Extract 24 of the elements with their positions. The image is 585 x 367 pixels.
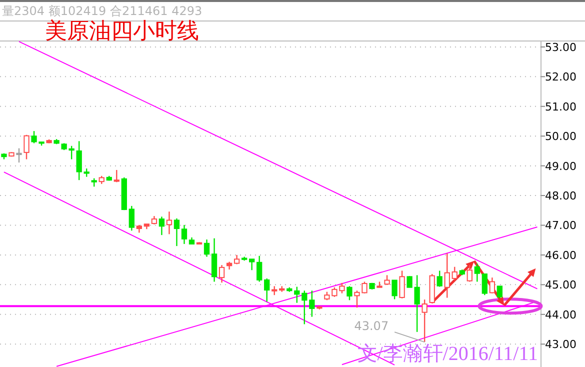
y-tick-label: 44.00 xyxy=(545,308,576,322)
candlestick xyxy=(218,264,225,284)
chart-subtitle: 量2304 额102419 合211461 4293 xyxy=(2,4,202,18)
y-tick-label: 48.00 xyxy=(545,190,576,203)
y-tick-label: 51.00 xyxy=(545,100,576,114)
candlestick xyxy=(489,276,496,294)
candlestick xyxy=(128,205,134,232)
candlestick xyxy=(204,238,210,258)
y-tick-label: 52.00 xyxy=(545,70,576,84)
y-tick-label: 53.00 xyxy=(545,40,576,54)
y-tick-label: 50.00 xyxy=(545,130,576,144)
candlestick xyxy=(181,224,188,245)
candlestick xyxy=(211,238,218,282)
y-tick-label: 43.00 xyxy=(545,338,576,352)
y-tick-label: 46.00 xyxy=(545,248,576,262)
candlestick xyxy=(158,216,165,236)
candlestick xyxy=(166,210,172,235)
chart-title: 美原油四小时线 xyxy=(45,18,199,43)
candlestick xyxy=(444,252,450,298)
y-tick-label: 45.00 xyxy=(545,278,576,292)
annotation: 43.07 xyxy=(354,319,389,334)
candlestick xyxy=(474,262,480,282)
y-tick-label: 49.00 xyxy=(545,160,576,173)
y-tick-label: 47.00 xyxy=(545,219,576,232)
